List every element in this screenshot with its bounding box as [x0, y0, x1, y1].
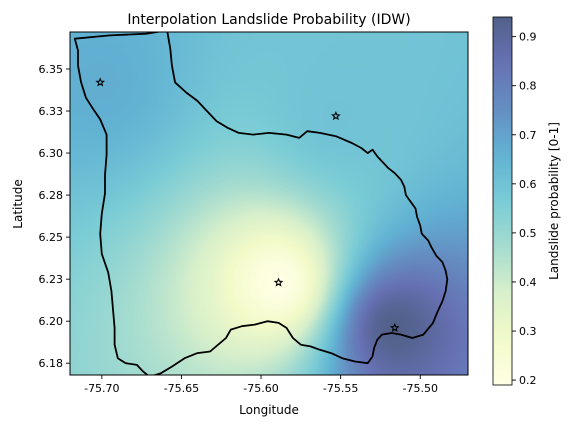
x-axis: -75.70 -75.65 -75.60 -75.55 -75.50	[84, 375, 438, 395]
colorbar-tick-label: 0.5	[519, 227, 537, 240]
colorbar-label: Landslide probability [0-1]	[547, 122, 561, 280]
x-tick-label: -75.65	[164, 382, 199, 395]
colorbar-body	[492, 16, 513, 386]
x-tick-label: -75.50	[403, 382, 438, 395]
colorbar: 0.2 0.3 0.4 0.5 0.6 0.7 0.8 0.9 Landslide proba…	[492, 16, 561, 387]
y-axis: 6.18 6.20 6.23 6.25 6.28 6.30 6.33 6.35	[39, 63, 70, 370]
y-tick-label: 6.25	[39, 231, 64, 244]
x-tick-label: -75.55	[323, 382, 358, 395]
idw-heatmap	[70, 32, 468, 375]
chart-title: Interpolation Landslide Probability (IDW…	[127, 12, 410, 28]
y-tick-label: 6.35	[39, 63, 64, 76]
colorbar-tick-label: 0.7	[519, 129, 537, 142]
colorbar-tick-label: 0.8	[519, 80, 537, 93]
y-tick-label: 6.28	[39, 189, 64, 202]
sample-points	[95, 77, 400, 333]
y-tick-label: 6.23	[39, 273, 64, 286]
sample-point-marker	[331, 111, 341, 121]
colorbar-tick-label: 0.9	[519, 31, 537, 44]
y-tick-label: 6.33	[39, 105, 64, 118]
sample-point-marker	[389, 322, 400, 333]
colorbar-tick-label: 0.6	[519, 178, 537, 191]
y-axis-label: Latitude	[11, 179, 25, 228]
sample-point-marker	[273, 277, 284, 287]
colorbar-tick-label: 0.3	[519, 325, 537, 338]
plot-area	[69, 31, 469, 376]
colorbar-ticks: 0.2 0.3 0.4 0.5 0.6 0.7 0.8 0.9	[512, 31, 537, 387]
y-tick-label: 6.18	[39, 357, 64, 370]
y-tick-label: 6.20	[39, 315, 64, 328]
plot-frame	[69, 31, 469, 376]
x-tick-label: -75.60	[243, 382, 278, 395]
municipality-boundary	[73, 32, 449, 375]
x-axis-label: Longitude	[239, 403, 299, 417]
sample-point-marker	[95, 77, 106, 87]
colorbar-tick-label: 0.4	[519, 276, 537, 289]
x-tick-label: -75.70	[84, 382, 119, 395]
y-tick-label: 6.30	[39, 147, 64, 160]
colorbar-tick-label: 0.2	[519, 374, 537, 387]
